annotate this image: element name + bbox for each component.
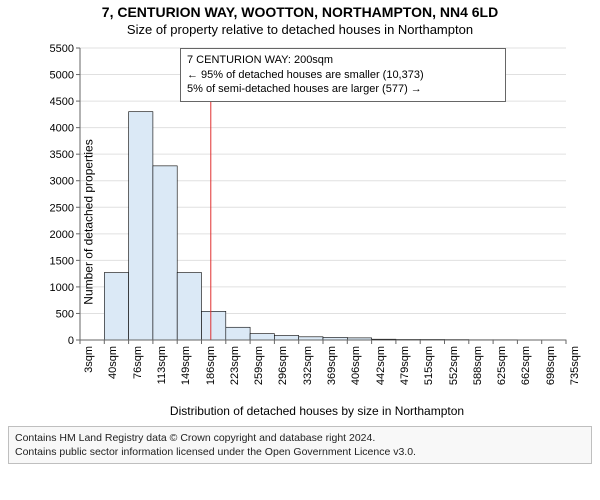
- x-tick-label: 662sqm: [520, 346, 532, 396]
- footer-box: Contains HM Land Registry data © Crown c…: [8, 426, 592, 464]
- svg-text:3000: 3000: [50, 175, 74, 187]
- y-axis-label: Number of detached properties: [82, 139, 96, 304]
- svg-text:2000: 2000: [50, 229, 74, 241]
- x-tick-label: 552sqm: [448, 346, 460, 396]
- svg-text:1500: 1500: [50, 255, 74, 267]
- x-tick-labels: 3sqm 40sqm 76sqm 113sqm 149sqm 186sqm 223sqm 25…: [50, 344, 570, 400]
- x-tick-label: 76sqm: [132, 346, 144, 396]
- x-tick-label: 588sqm: [472, 346, 484, 396]
- annotation-line-0: 7 CENTURION WAY: 200sqm: [187, 53, 499, 68]
- x-tick-label: 259sqm: [253, 346, 265, 396]
- x-tick-label: 442sqm: [375, 346, 387, 396]
- svg-text:3500: 3500: [50, 149, 74, 161]
- title-main: 7, CENTURION WAY, WOOTTON, NORTHAMPTON, …: [0, 4, 600, 22]
- x-tick-label: 515sqm: [423, 346, 435, 396]
- x-tick-label: 406sqm: [350, 346, 362, 396]
- chart-titles: 7, CENTURION WAY, WOOTTON, NORTHAMPTON, …: [0, 4, 600, 38]
- x-tick-label: 296sqm: [277, 346, 289, 396]
- x-tick-label: 369sqm: [326, 346, 338, 396]
- annotation-line-2: 5% of semi-detached houses are larger (5…: [187, 82, 499, 97]
- x-axis-label: Distribution of detached houses by size …: [50, 404, 584, 418]
- x-tick-label: 479sqm: [399, 346, 411, 396]
- x-tick-label: 149sqm: [180, 346, 192, 396]
- plot-area: Number of detached properties 0 500 1000 15…: [50, 44, 584, 400]
- x-tick-label: 186sqm: [205, 346, 217, 396]
- svg-text:500: 500: [56, 308, 74, 320]
- annotation-line-1: ← 95% of detached houses are smaller (10…: [187, 68, 499, 83]
- x-tick-label: 698sqm: [545, 346, 557, 396]
- svg-text:2500: 2500: [50, 202, 74, 214]
- svg-text:0: 0: [68, 335, 74, 344]
- x-tick-label: 735sqm: [569, 346, 581, 396]
- svg-text:5000: 5000: [50, 69, 74, 81]
- x-tick-label: 3sqm: [83, 346, 95, 396]
- svg-text:5500: 5500: [50, 44, 74, 55]
- x-tick-label: 40sqm: [107, 346, 119, 396]
- x-tick-label: 625sqm: [496, 346, 508, 396]
- x-tick-label: 223sqm: [229, 346, 241, 396]
- x-tick-label: 332sqm: [302, 346, 314, 396]
- svg-text:4000: 4000: [50, 122, 74, 134]
- svg-text:4500: 4500: [50, 96, 74, 108]
- svg-text:1000: 1000: [50, 282, 74, 294]
- annotation-box: 7 CENTURION WAY: 200sqm ← 95% of detache…: [180, 48, 506, 103]
- footer-line-1: Contains HM Land Registry data © Crown c…: [15, 431, 585, 445]
- footer-line-2: Contains public sector information licen…: [15, 445, 585, 459]
- title-sub: Size of property relative to detached ho…: [0, 22, 600, 38]
- x-tick-label: 113sqm: [156, 346, 168, 396]
